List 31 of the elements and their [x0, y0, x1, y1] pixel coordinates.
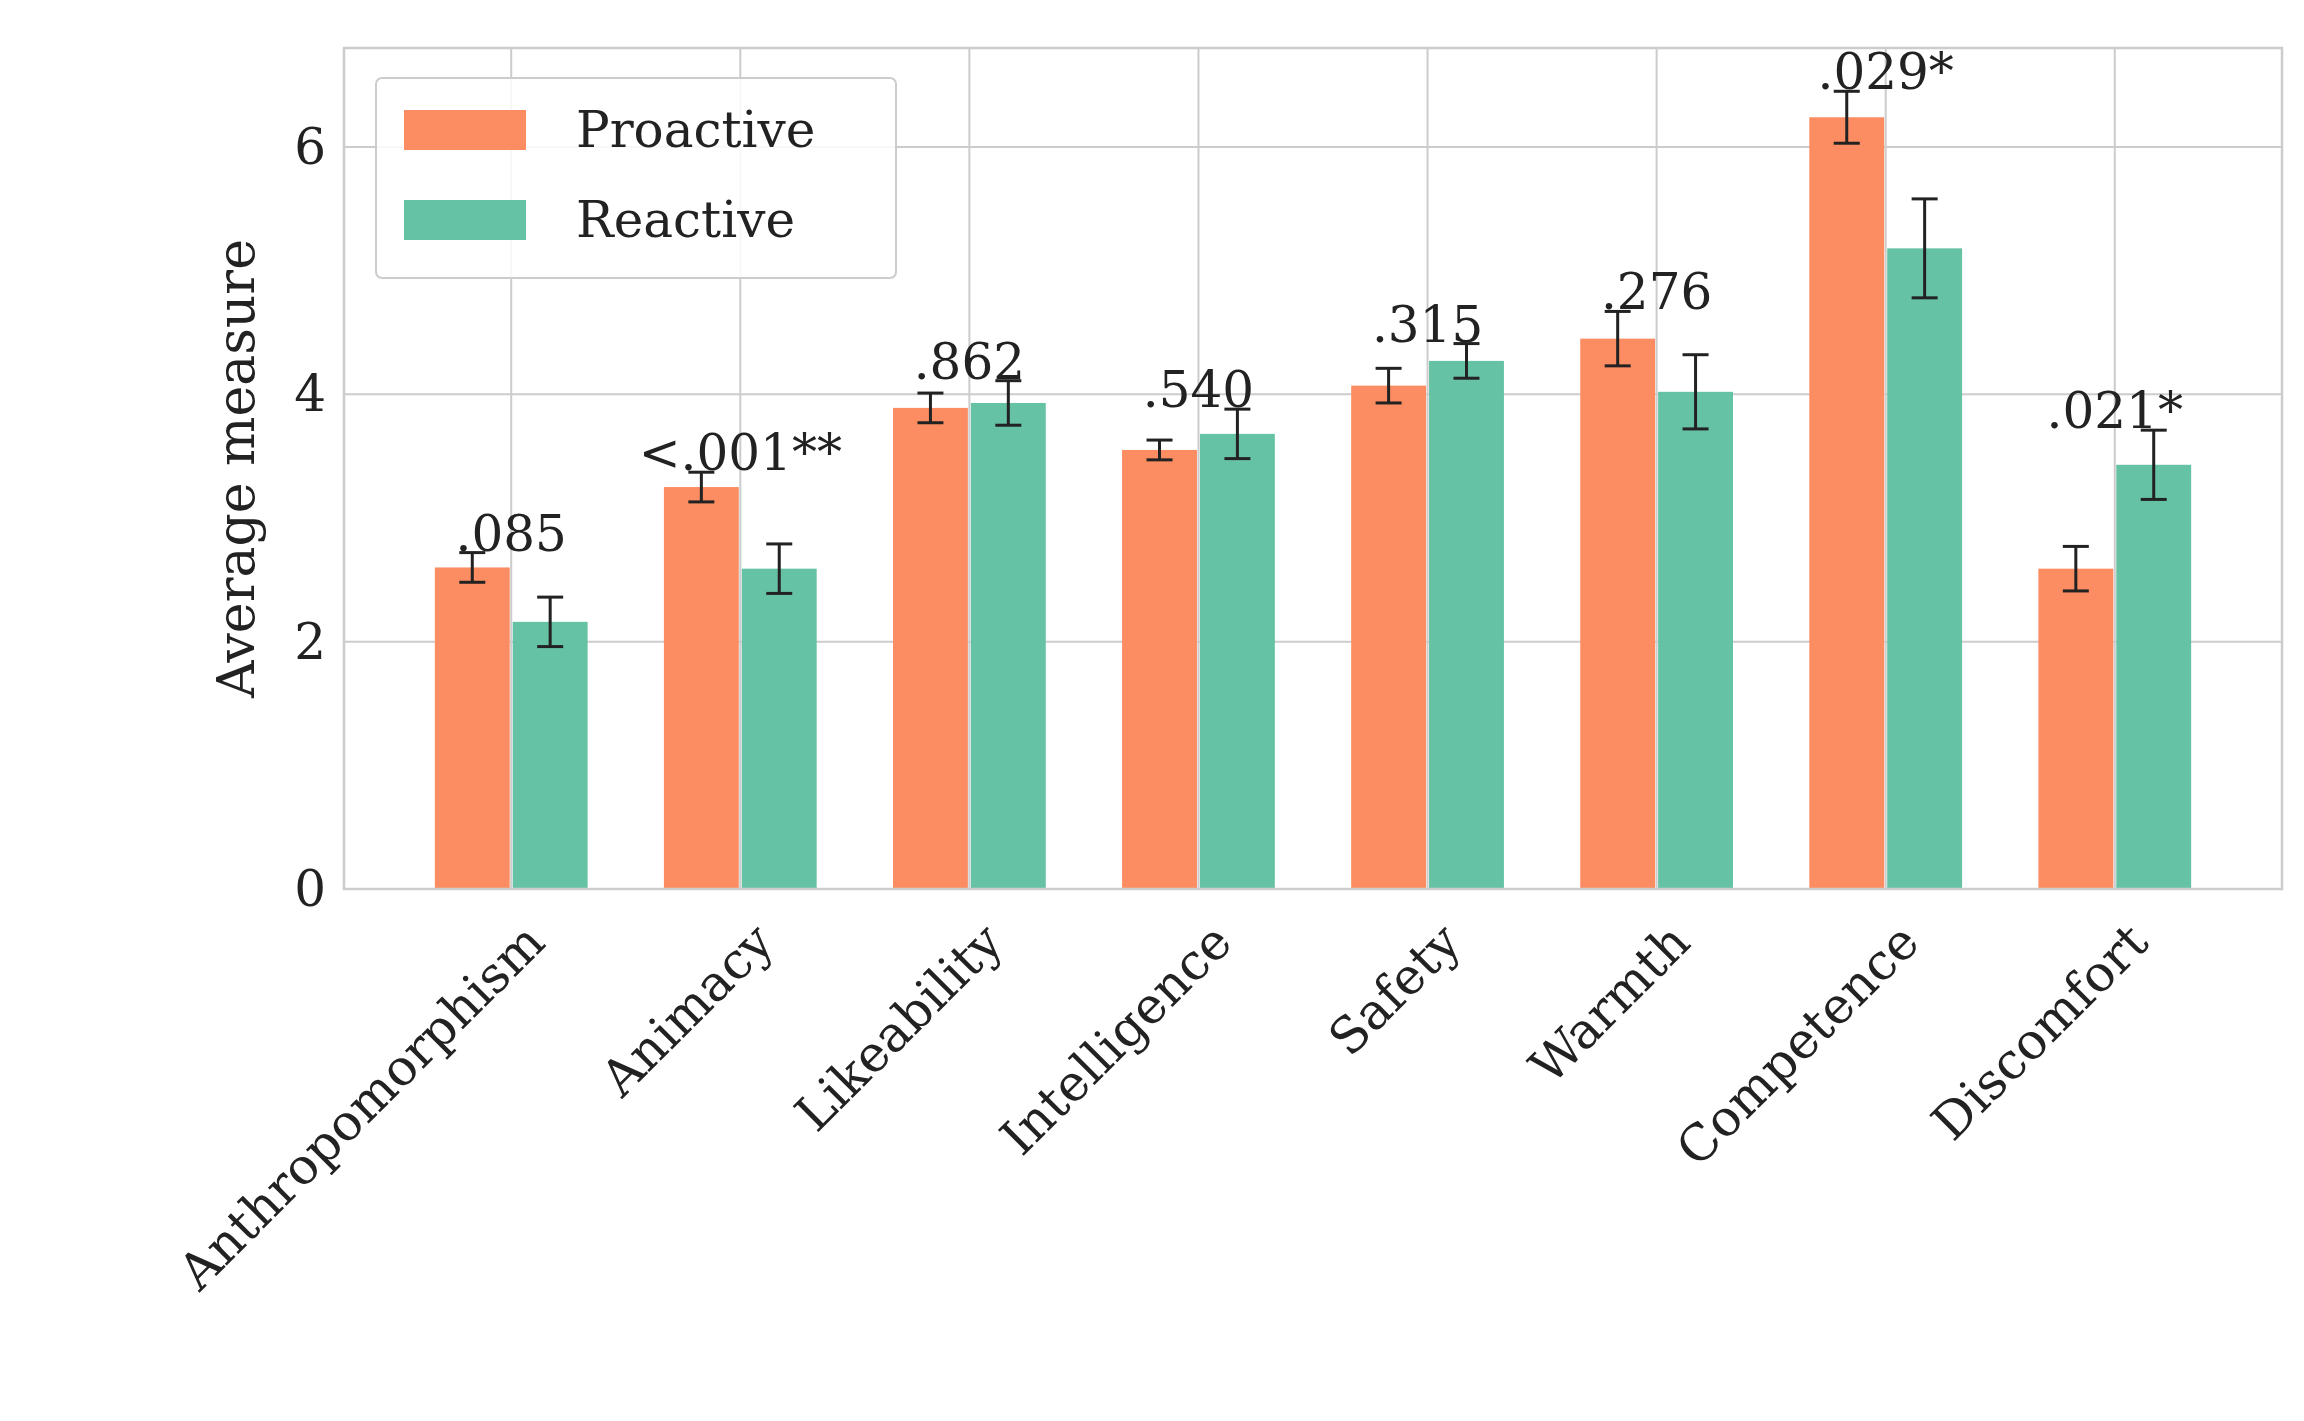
- annotation: .315: [1371, 295, 1484, 354]
- legend-label: Reactive: [576, 191, 795, 249]
- bar: [970, 402, 1046, 889]
- annotation: .276: [1600, 263, 1713, 322]
- bar: [512, 621, 588, 889]
- annotation: .029*: [1817, 43, 1954, 102]
- bar: [434, 567, 510, 889]
- bar: [1351, 385, 1427, 889]
- bar: [893, 407, 968, 889]
- bar: [2038, 568, 2114, 889]
- bar: [2116, 464, 2192, 889]
- annotation: <.001**: [638, 424, 842, 483]
- bar: [1887, 248, 1963, 889]
- y-axis-title: Average measure: [206, 239, 266, 699]
- bar: [1809, 117, 1885, 889]
- bar: [1658, 391, 1734, 889]
- y-tick-label: 0: [294, 860, 326, 918]
- y-tick-label: 6: [294, 117, 326, 176]
- annotation: .862: [913, 332, 1026, 391]
- bar: [1429, 360, 1504, 889]
- bar: [1122, 449, 1197, 889]
- annotation: .021*: [2046, 382, 2183, 441]
- bar: [1199, 433, 1275, 889]
- y-tick-label: 4: [294, 365, 326, 424]
- y-tick-label: 2: [294, 612, 326, 671]
- legend-label: Proactive: [576, 101, 816, 159]
- bar: [663, 487, 739, 889]
- annotation: .085: [455, 504, 567, 563]
- annotation: .540: [1142, 361, 1255, 420]
- bar: [741, 568, 817, 889]
- bar: [1580, 338, 1656, 889]
